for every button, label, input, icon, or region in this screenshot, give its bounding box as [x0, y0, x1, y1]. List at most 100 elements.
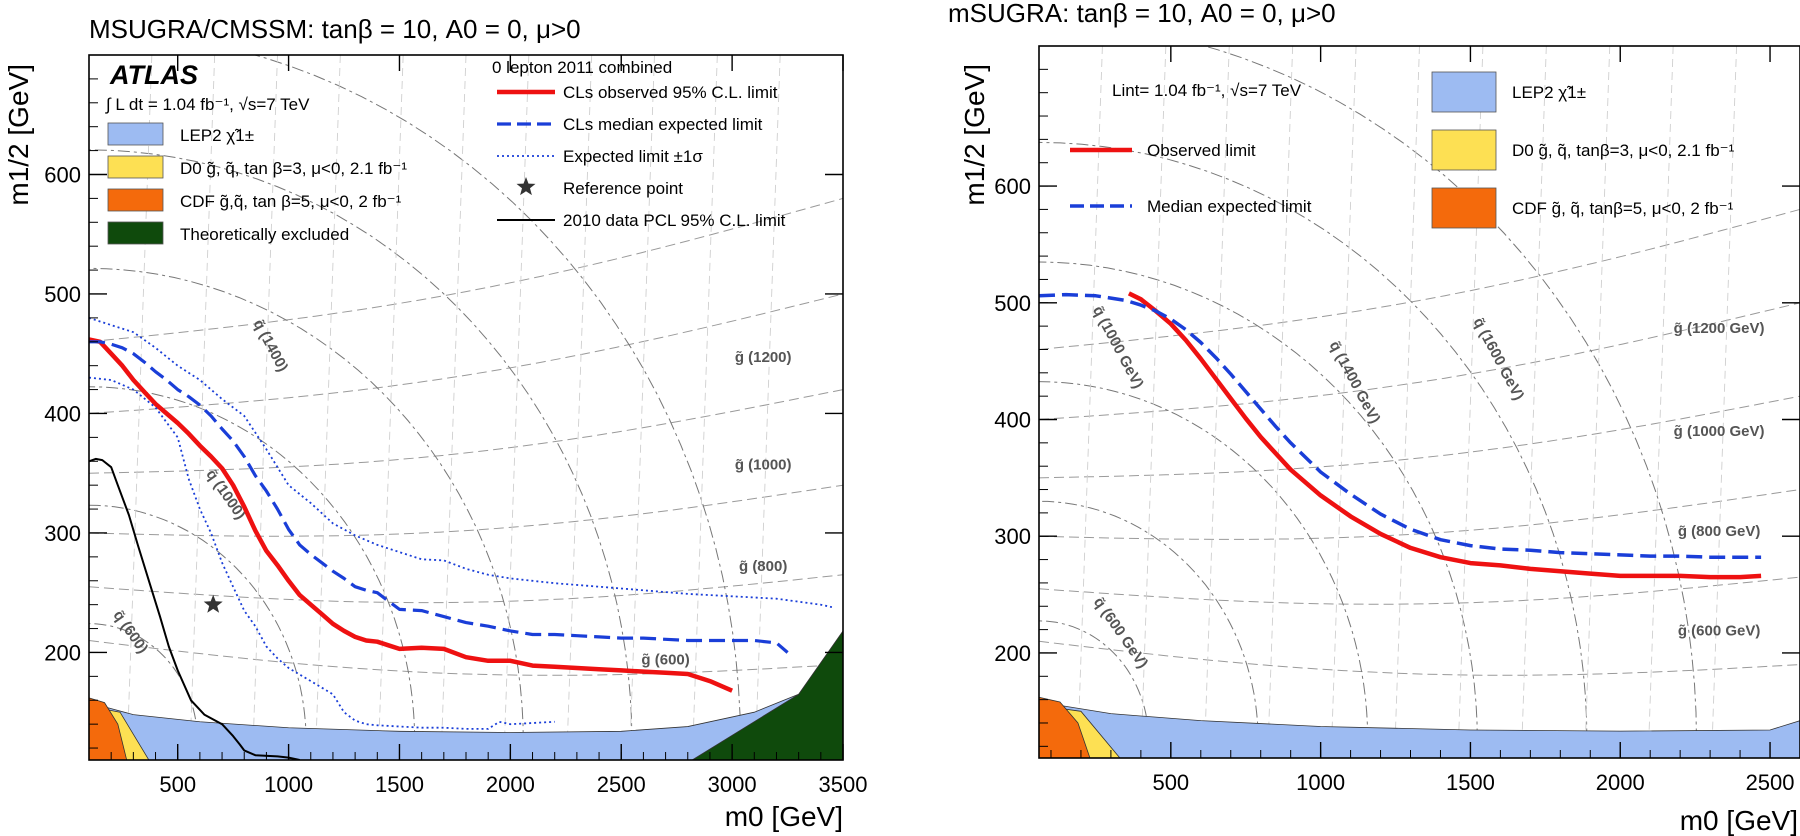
background-grid-curve	[754, 55, 781, 760]
cdf-excluded-region	[89, 697, 128, 760]
x-tick-label: 2500	[597, 772, 646, 797]
gluino-iso-mass-curve	[89, 389, 843, 474]
region-legend-swatch	[1431, 187, 1497, 229]
gluino-mass-label: g̃ (600)	[641, 651, 689, 668]
reference-point-star	[203, 594, 223, 613]
right-plot-frame	[1038, 45, 1800, 759]
gluino-mass-label: g̃ (1200 GeV)	[1674, 320, 1765, 337]
x-tick-label: 1000	[264, 772, 313, 797]
left-x-axis-title: m0 [GeV]	[725, 801, 843, 832]
background-grid-curve	[1520, 46, 1547, 758]
x-tick-label: 2000	[1596, 770, 1645, 795]
x-tick-label: 1500	[375, 772, 424, 797]
squark-mass-label: q̃ (600)	[110, 607, 152, 656]
observed-limit-line	[1127, 291, 1762, 580]
region-legend-swatch	[107, 188, 164, 212]
background-grid-curve	[1203, 46, 1230, 758]
gluino-mass-label: g̃ (1200)	[735, 349, 792, 366]
lep2-excluded-region	[1039, 701, 1800, 758]
right-region-legend: LEP2 χ̃1± D0 g̃, q̃, tanβ=3, μ<0, 2.1 fb⁻…	[1431, 71, 1735, 229]
region-legend-swatch	[107, 155, 164, 179]
squark-iso-mass-curve	[1039, 500, 1259, 741]
background-grid-curve	[503, 55, 530, 760]
squark-iso-mass-curve	[1039, 620, 1150, 741]
left-chart-title: MSUGRA/CMSSM: tanβ = 10, A0 = 0, μ>0	[89, 14, 581, 44]
gluino-iso-mass-curve	[1039, 640, 1800, 676]
squark-iso-mass-curve	[89, 149, 633, 743]
region-legend-label: CDF g̃,q̃, tan β=5, μ<0, 2 fb⁻¹	[180, 192, 402, 211]
y-tick-label: 200	[44, 640, 81, 665]
background-grid-curve	[252, 55, 278, 760]
squark-iso-mass-curve	[89, 386, 416, 743]
background-grid-curve	[1394, 46, 1420, 758]
left-y-axis-title: m1/2 [GeV]	[3, 64, 34, 206]
gluino-mass-label: g̃ (800 GeV)	[1678, 523, 1761, 540]
background-grid-curve	[566, 55, 593, 760]
y-tick-label: 200	[994, 641, 1031, 666]
gluino-iso-mass-curve	[89, 197, 843, 343]
gluino-mass-label: g̃ (1000 GeV)	[1674, 423, 1765, 440]
left-region-legend: LEP2 χ̃1± D0 g̃, q̃, tan β=3, μ<0, 2.1 fb…	[107, 122, 407, 245]
gluino-iso-mass-curve	[89, 640, 843, 676]
right-x-axis-title: m0 [GeV]	[1680, 805, 1798, 836]
y-tick-label: 400	[994, 408, 1031, 433]
y-tick-label: 600	[994, 174, 1031, 199]
background-grid-curve	[1711, 46, 1738, 758]
squark-iso-mass-curve	[89, 504, 307, 743]
line-legend-label: Reference point	[563, 179, 683, 198]
x-tick-label: 500	[159, 772, 196, 797]
squark-iso-mass-curve	[1039, 261, 1478, 741]
background-grid-curve	[189, 55, 216, 760]
gluino-iso-mass-curve	[89, 293, 843, 414]
line-legend-label: CLs observed 95% C.L. limit	[563, 83, 778, 102]
right-legend: Lint= 1.04 fb⁻¹, √s=7 TeV LEP2 χ̃1± D0 g̃…	[1070, 71, 1735, 229]
right-lumi-label: Lint= 1.04 fb⁻¹, √s=7 TeV	[1112, 81, 1302, 100]
line-legend-label: 2010 data PCL 95% C.L. limit	[563, 211, 786, 230]
x-tick-label: 2000	[486, 772, 535, 797]
x-tick-label: 3500	[819, 772, 868, 797]
background-grid-curve	[1140, 46, 1167, 758]
background-grid-curve	[629, 55, 655, 760]
region-legend-swatch	[1431, 71, 1497, 113]
squark-iso-mass-curve	[1039, 381, 1369, 741]
reference-point-star	[516, 177, 536, 196]
squark-mass-label: q̃ (1600 GeV)	[1470, 315, 1528, 403]
region-legend-swatch	[107, 221, 164, 245]
background-grid-curve	[440, 55, 467, 760]
pcl-2010-limit-line	[89, 457, 300, 760]
region-legend-label: D0 g̃, q̃, tan β=3, μ<0, 2.1 fb⁻¹	[180, 159, 407, 178]
background-grid-curve	[1647, 46, 1674, 758]
region-legend-label: Theoretically excluded	[180, 225, 349, 244]
y-tick-label: 600	[44, 162, 81, 187]
expected-limit-line	[89, 340, 789, 654]
left-line-legend: CLs observed 95% C.L. limit CLs median ex…	[497, 83, 786, 230]
y-tick-label: 300	[44, 521, 81, 546]
right-plot-area: g̃ (600 GeV) g̃ (800 GeV) g̃ (1000 GeV) g̃ …	[1039, 46, 1800, 758]
squark-iso-mass-curve	[1039, 141, 1588, 741]
right-line-legend: Observed limit Median expected limit	[1070, 141, 1312, 216]
left-plot-area: g̃ (600) g̃ (800) g̃ (1000) g̃ (1200) q̃ (60…	[89, 55, 843, 760]
expected-minus-1sigma-line	[89, 376, 555, 730]
gluino-mass-label: g̃ (800)	[739, 558, 787, 575]
squark-iso-mass-curve	[89, 623, 199, 743]
x-tick-label: 500	[1152, 770, 1189, 795]
line-legend-label: Observed limit	[1147, 141, 1256, 160]
left-axes: 500 1000 1500 2000 2500 3000 3500 200 300 400 500 6…	[44, 54, 868, 797]
background-grid-curve	[691, 55, 718, 760]
y-tick-label: 500	[994, 291, 1031, 316]
gluino-mass-label: g̃ (1000)	[735, 457, 792, 474]
x-tick-label: 1500	[1446, 770, 1495, 795]
region-legend-swatch	[1431, 129, 1497, 171]
theoretically-excluded-region	[691, 630, 843, 760]
gluino-mass-label: g̃ (600 GeV)	[1678, 622, 1761, 639]
background-grid-curve	[1330, 46, 1357, 758]
gluino-iso-mass-curve	[1039, 302, 1800, 420]
gluino-iso-mass-curve	[1039, 395, 1800, 479]
y-tick-label: 300	[994, 524, 1031, 549]
gluino-iso-mass-curve	[89, 574, 843, 604]
y-tick-label: 500	[44, 282, 81, 307]
x-tick-label: 1000	[1296, 770, 1345, 795]
region-legend-label: CDF g̃, q̃, tanβ=5, μ<0, 2 fb⁻¹	[1512, 199, 1734, 218]
line-legend-label: Median expected limit	[1147, 197, 1312, 216]
gluino-iso-mass-curve	[89, 484, 843, 537]
